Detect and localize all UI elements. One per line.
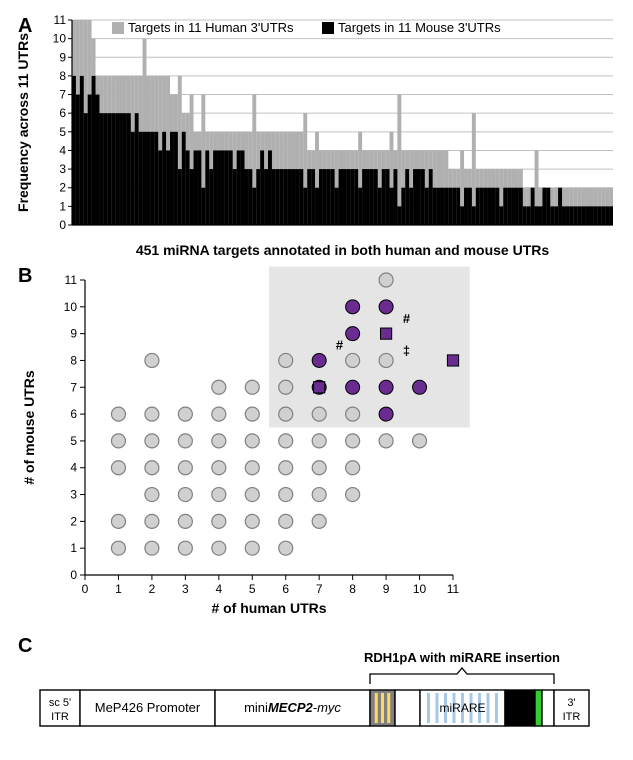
svg-text:9: 9 (70, 327, 77, 341)
svg-text:Targets in 11 Human 3'UTRs: Targets in 11 Human 3'UTRs (128, 20, 294, 35)
svg-text:4: 4 (70, 461, 77, 475)
svg-text:10: 10 (413, 582, 427, 596)
svg-text:1: 1 (59, 199, 66, 213)
svg-text:451 miRNA targets annotated in: 451 miRNA targets annotated in both huma… (136, 242, 550, 258)
panel-c: C sc 5' ITR MeP426 Promoter miniMECP2-myc mi… (10, 635, 623, 745)
bar-chart: 0 1 2 3 4 5 6 7 8 9 10 11 Targets in 11 Human 3'UTRs… (10, 10, 623, 265)
svg-text:miniMECP2-myc: miniMECP2-myc (244, 700, 341, 715)
svg-text:0: 0 (70, 568, 77, 582)
svg-text:RDH1pA with miRARE insertion: RDH1pA with miRARE insertion (364, 650, 560, 665)
svg-text:9: 9 (383, 582, 390, 596)
svg-text:8: 8 (349, 582, 356, 596)
svg-text:11: 11 (447, 582, 460, 596)
svg-text:2: 2 (59, 181, 66, 195)
svg-text:8: 8 (59, 69, 66, 83)
svg-text:4: 4 (215, 582, 222, 596)
svg-text:8: 8 (70, 353, 77, 367)
svg-text:7: 7 (316, 582, 323, 596)
svg-text:miRARE: miRARE (439, 701, 485, 715)
svg-text:6: 6 (59, 106, 66, 120)
scatter-chart: 0011223344556677889910101111##‡# of huma… (10, 265, 623, 625)
svg-text:MeP426 Promoter: MeP426 Promoter (95, 700, 201, 715)
svg-text:10: 10 (53, 32, 67, 46)
svg-text:3': 3' (567, 697, 575, 709)
panel-c-label: C (18, 635, 32, 658)
panel-b: B 0011223344556677889910101111##‡# of hu… (10, 265, 623, 625)
svg-text:2: 2 (149, 582, 156, 596)
svg-text:‡: ‡ (403, 343, 410, 358)
svg-text:9: 9 (59, 50, 66, 64)
svg-text:2: 2 (70, 514, 77, 528)
svg-text:ITR: ITR (563, 711, 581, 723)
svg-text:Targets in 11 Mouse 3'UTRs: Targets in 11 Mouse 3'UTRs (338, 20, 501, 35)
svg-text:1: 1 (70, 541, 77, 555)
svg-text:6: 6 (70, 407, 77, 421)
svg-text:10: 10 (64, 300, 78, 314)
svg-text:5: 5 (70, 434, 77, 448)
svg-text:#: # (403, 311, 411, 326)
svg-text:3: 3 (70, 488, 77, 502)
svg-text:sc 5': sc 5' (49, 697, 71, 709)
svg-text:# of mouse UTRs: # of mouse UTRs (21, 370, 37, 485)
panel-b-label: B (18, 265, 32, 288)
svg-text:5: 5 (59, 125, 66, 139)
svg-text:7: 7 (70, 380, 77, 394)
svg-text:Frequency across 11 UTRs: Frequency across 11 UTRs (15, 33, 31, 212)
svg-text:#: # (336, 338, 344, 353)
svg-text:5: 5 (249, 582, 256, 596)
panel-a: A 0 1 2 3 4 5 6 7 8 9 10 11 Targets in 11 Human 3'UT… (10, 10, 623, 265)
svg-text:3: 3 (182, 582, 189, 596)
svg-text:11: 11 (65, 273, 78, 287)
svg-text:4: 4 (59, 143, 66, 157)
svg-text:1: 1 (115, 582, 122, 596)
svg-text:ITR: ITR (51, 711, 69, 723)
svg-text:11: 11 (54, 13, 67, 27)
svg-text:# of human UTRs: # of human UTRs (211, 600, 326, 616)
panel-a-label: A (18, 15, 32, 38)
svg-text:7: 7 (59, 88, 66, 102)
svg-text:3: 3 (59, 162, 66, 176)
construct-diagram: sc 5' ITR MeP426 Promoter miniMECP2-myc miRA… (10, 635, 623, 745)
svg-text:0: 0 (82, 582, 89, 596)
svg-text:6: 6 (282, 582, 289, 596)
svg-text:0: 0 (59, 218, 66, 232)
